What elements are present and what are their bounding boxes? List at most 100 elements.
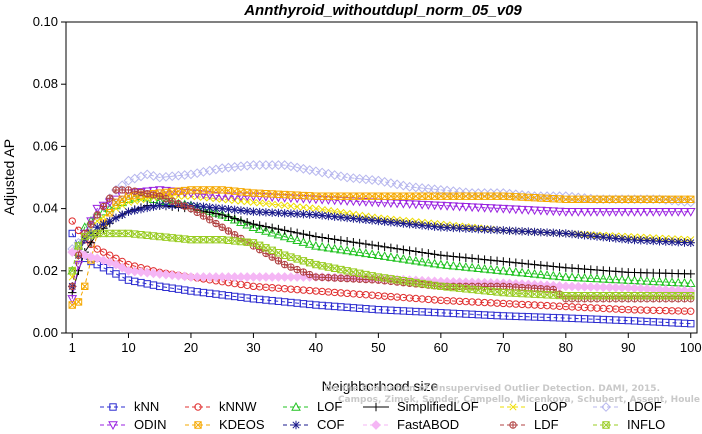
data-point — [279, 160, 290, 170]
data-point — [92, 204, 103, 214]
data-point — [629, 208, 640, 217]
data-point — [424, 221, 433, 231]
data-point — [417, 256, 427, 266]
data-point — [411, 255, 421, 265]
data-point — [592, 282, 602, 293]
data-point — [212, 219, 220, 228]
data-point — [523, 206, 534, 215]
data-point — [367, 240, 377, 250]
data-point — [224, 212, 233, 221]
data-point — [298, 163, 309, 174]
data-point — [305, 210, 314, 219]
data-point — [386, 218, 396, 227]
data-point — [411, 247, 421, 256]
data-point — [167, 270, 178, 281]
data-point — [173, 270, 184, 281]
data-point — [112, 205, 120, 213]
data-point — [536, 228, 546, 237]
data-point — [554, 207, 565, 217]
data-point — [68, 282, 76, 290]
data-point — [604, 282, 615, 293]
data-point — [667, 208, 677, 217]
data-point — [585, 282, 596, 292]
data-point — [323, 168, 334, 179]
data-point — [324, 206, 332, 215]
data-point — [405, 219, 414, 229]
y-tick-label: 0.02 — [33, 263, 58, 278]
data-point — [161, 269, 171, 280]
data-point — [337, 208, 345, 216]
data-point — [442, 223, 452, 232]
data-point — [567, 208, 577, 217]
data-point — [642, 208, 652, 217]
data-point — [442, 251, 452, 261]
data-point — [162, 195, 170, 203]
data-point — [367, 216, 377, 225]
data-point — [317, 167, 328, 178]
data-point — [442, 202, 452, 211]
data-point — [467, 203, 477, 213]
data-point — [554, 271, 565, 281]
data-point — [230, 231, 239, 239]
data-point — [224, 227, 233, 235]
data-point — [655, 237, 664, 246]
data-point — [642, 236, 652, 245]
data-point — [118, 195, 126, 203]
data-point — [109, 403, 117, 411]
data-point — [417, 221, 427, 230]
data-point — [474, 254, 483, 264]
data-point — [305, 231, 314, 240]
data-point — [336, 213, 346, 222]
data-point — [324, 274, 333, 282]
data-point — [280, 260, 289, 269]
data-point — [174, 200, 183, 208]
data-point — [330, 274, 339, 282]
data-point — [108, 421, 118, 431]
data-point — [504, 205, 515, 214]
data-point — [168, 188, 176, 196]
data-point — [479, 263, 490, 273]
data-point — [560, 281, 571, 292]
data-point — [335, 171, 346, 182]
data-point — [299, 229, 308, 239]
data-point — [256, 199, 264, 207]
data-point — [317, 241, 327, 251]
data-point — [268, 246, 276, 254]
data-point — [168, 197, 176, 205]
x-tick-label: 90 — [621, 340, 635, 355]
data-point — [586, 231, 595, 241]
data-point — [268, 253, 276, 261]
data-point — [224, 205, 233, 214]
data-point — [229, 192, 240, 202]
data-point — [660, 284, 671, 295]
data-point — [685, 208, 696, 217]
y-axis: 0.00 0.02 0.04 0.06 0.08 0.10 — [33, 14, 66, 340]
data-point — [605, 233, 614, 243]
data-point — [498, 265, 509, 275]
data-point — [68, 217, 76, 225]
data-point — [286, 233, 296, 243]
plot-frame — [65, 21, 698, 334]
data-point — [74, 242, 83, 250]
data-point — [567, 191, 577, 202]
data-point — [509, 421, 517, 429]
data-point — [242, 206, 252, 216]
legend: kNN kNNW LOF SimplifiedLOF LoOP LDOF ODIN KDEOS… — [100, 399, 665, 432]
data-point — [336, 236, 346, 245]
data-point — [280, 226, 289, 235]
data-point — [461, 224, 471, 233]
data-point — [181, 186, 189, 195]
data-point — [318, 205, 326, 214]
data-point — [392, 218, 402, 228]
data-point — [511, 258, 521, 267]
data-point — [498, 204, 509, 214]
watermark-authors: Campos, Zimek, Sander, Campello, Micenko… — [338, 395, 700, 405]
data-point — [192, 201, 202, 211]
data-point — [161, 201, 171, 210]
data-point — [143, 231, 151, 240]
x-tick-label: 20 — [184, 340, 198, 355]
data-point — [87, 220, 95, 228]
legend-item: INFLO — [593, 417, 665, 432]
data-point — [106, 209, 114, 217]
data-point — [194, 421, 202, 429]
